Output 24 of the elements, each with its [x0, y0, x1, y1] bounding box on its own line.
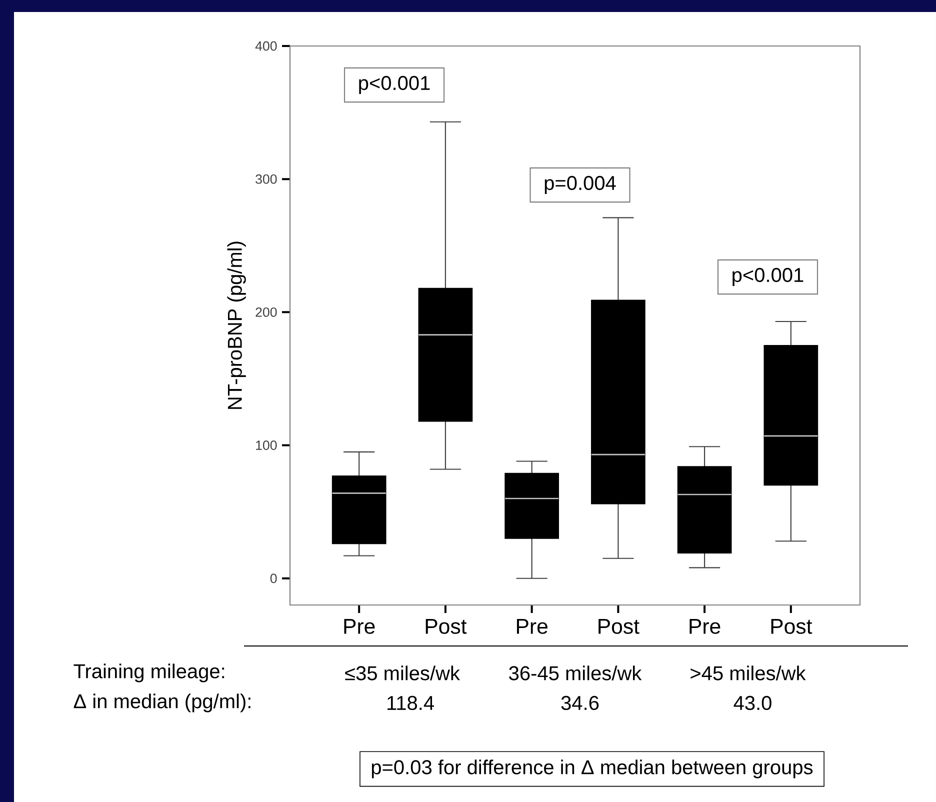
y-tick-label: 400 [255, 41, 277, 51]
y-axis-title: NT-proBNP (pg/ml) [227, 242, 246, 409]
text: p=0.03 for difference in Δ median between groups [372, 760, 813, 778]
y-tick-label: 100 [256, 440, 277, 450]
text: 43.0 [734, 696, 772, 710]
x-tick-label: Post [771, 619, 812, 634]
text: ≤35 miles/wk [345, 666, 460, 680]
y-tick-label: 0 [270, 574, 277, 584]
text: Δ in median (pg/ml): [74, 694, 250, 712]
annotation: p<0.001 [359, 76, 430, 94]
x-tick-label: Post [598, 619, 640, 634]
text: 36-45 miles/wk [509, 666, 642, 680]
text: 34.6 [561, 696, 599, 710]
x-tick-label: Post [426, 619, 467, 634]
x-tick-label: Pre [516, 619, 548, 634]
text: Training mileage: [74, 664, 224, 682]
x-tick-label: Pre [344, 619, 375, 634]
y-tick-label: 300 [256, 174, 277, 184]
text: >45 miles/wk [690, 666, 806, 680]
text: 118.4 [388, 696, 434, 710]
x-tick-label: Pre [690, 619, 720, 634]
y-tick-label: 200 [256, 307, 277, 317]
annotation: p<0.001 [732, 268, 804, 286]
annotation: p=0.004 [544, 176, 616, 194]
